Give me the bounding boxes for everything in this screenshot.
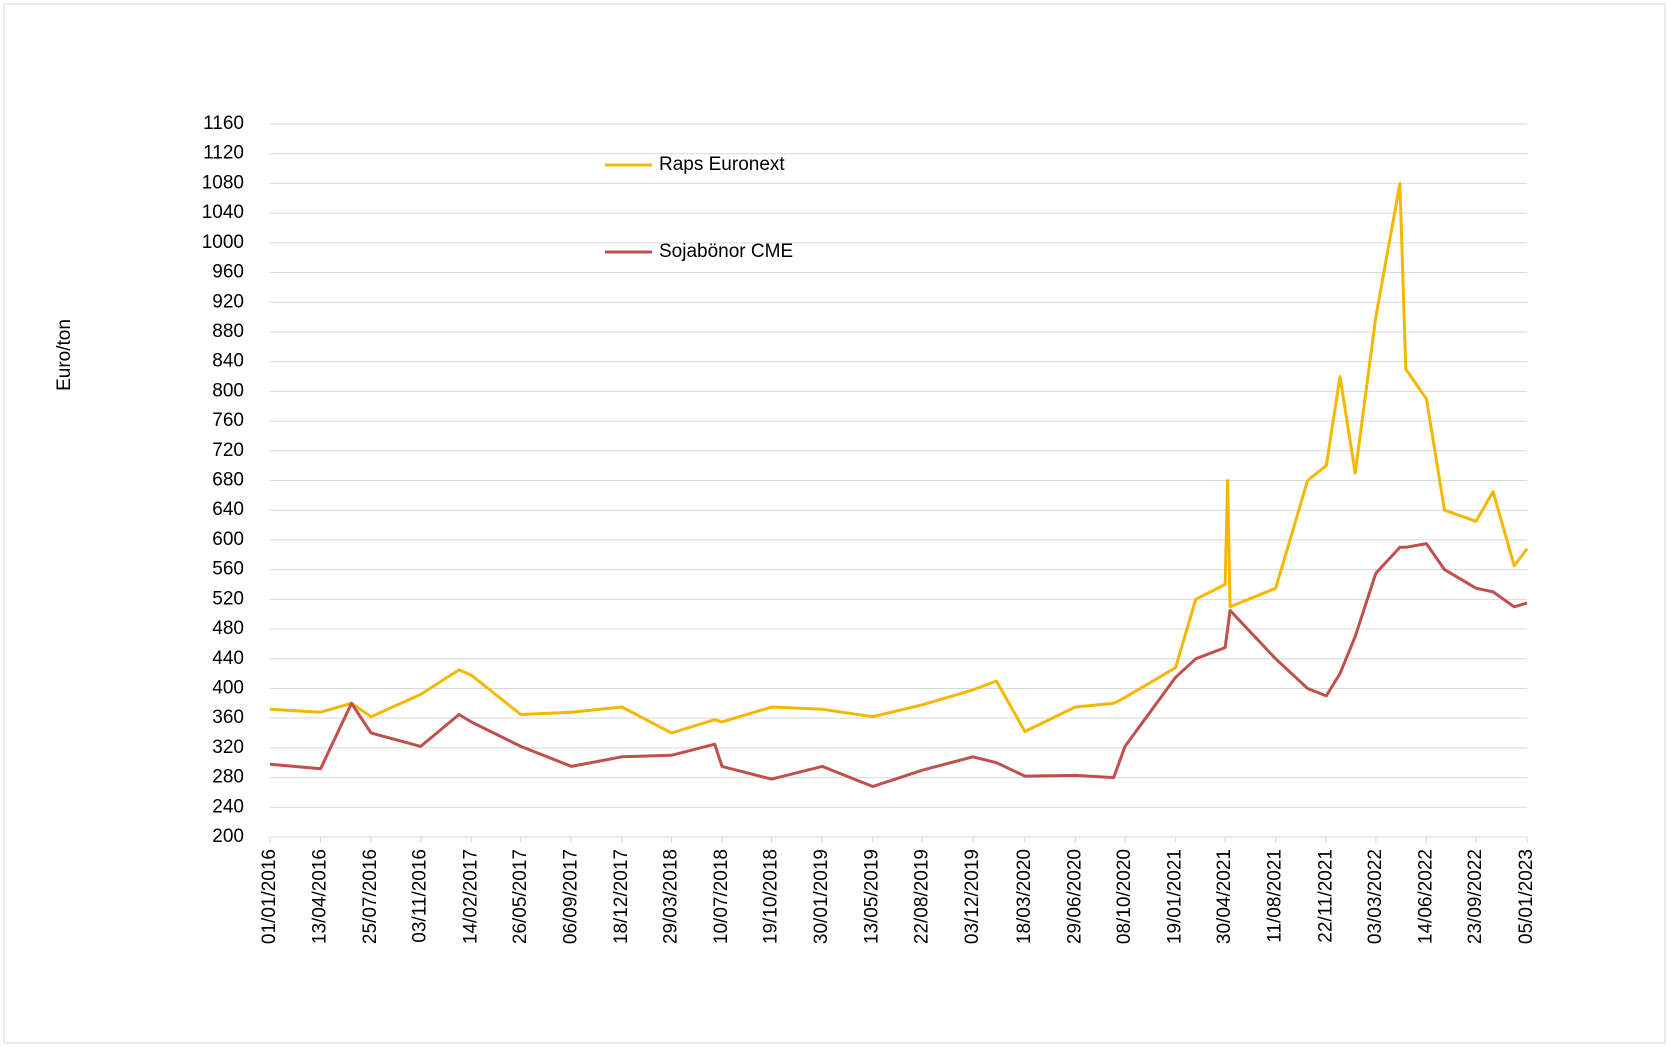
x-tick-label: 10/07/2018	[711, 849, 732, 944]
y-tick-label: 1000	[202, 232, 244, 253]
x-tick-label: 03/03/2022	[1365, 849, 1386, 944]
y-tick-label: 1040	[202, 202, 244, 223]
x-tick-label: 18/03/2020	[1014, 849, 1035, 944]
series-line	[269, 542, 1528, 788]
x-tick-label: 19/10/2018	[761, 849, 782, 944]
chart-frame	[3, 3, 1666, 1044]
y-tick-label: 440	[212, 648, 244, 669]
x-tick-label: 11/08/2021	[1265, 849, 1286, 943]
x-tick-label: 01/01/2016	[259, 849, 280, 944]
x-tick-label: 19/01/2021	[1165, 849, 1186, 944]
x-tick-label: 14/02/2017	[460, 849, 481, 944]
x-tick-label: 23/09/2022	[1465, 849, 1486, 944]
x-tick-label: 26/05/2017	[510, 849, 531, 944]
x-tick-label: 13/05/2019	[862, 849, 883, 944]
y-tick-label: 880	[212, 321, 244, 342]
x-tick-label: 06/09/2017	[560, 849, 581, 944]
y-tick-label: 520	[212, 588, 244, 609]
legend-label: Raps Euronext	[659, 154, 785, 175]
y-tick-label: 200	[212, 826, 244, 847]
x-tick-label: 29/06/2020	[1064, 849, 1085, 944]
y-tick-label: 280	[212, 767, 244, 788]
x-tick-label: 03/12/2019	[962, 849, 983, 944]
y-tick-label: 920	[212, 291, 244, 312]
y-tick-label: 560	[212, 559, 244, 580]
y-tick-label: 400	[212, 677, 244, 698]
y-tick-label: 840	[212, 351, 244, 372]
x-tick-label: 14/06/2022	[1415, 849, 1436, 944]
y-tick-label: 800	[212, 380, 244, 401]
legend-label: Sojabönor CME	[659, 241, 793, 262]
x-tick-label: 13/04/2016	[310, 849, 331, 944]
y-tick-label: 360	[212, 707, 244, 728]
y-tick-label: 640	[212, 499, 244, 520]
x-tick-label: 25/07/2016	[360, 849, 381, 944]
x-tick-label: 05/01/2023	[1516, 849, 1537, 944]
y-tick-label: 240	[212, 796, 244, 817]
x-tick-label: 08/10/2020	[1114, 849, 1135, 944]
y-tick-label: 760	[212, 410, 244, 431]
x-tick-label: 03/11/2016	[410, 849, 431, 943]
y-tick-label: 960	[212, 262, 244, 283]
x-tick-label: 29/03/2018	[661, 849, 682, 944]
x-tick-label: 30/04/2021	[1214, 849, 1235, 944]
y-tick-label: 1120	[203, 143, 244, 164]
y-tick-label: 600	[212, 529, 244, 550]
series-line	[269, 181, 1529, 735]
x-tick-label: 22/11/2021	[1315, 849, 1336, 943]
y-tick-label: 680	[212, 470, 244, 491]
y-axis-label: Euro/ton	[54, 319, 75, 391]
x-tick-label: 18/12/2017	[611, 849, 632, 944]
y-tick-label: 1080	[202, 172, 244, 193]
x-tick-label: 22/08/2019	[911, 849, 932, 944]
y-tick-label: 480	[212, 618, 244, 639]
y-tick-label: 720	[212, 440, 244, 461]
y-tick-label: 320	[212, 737, 244, 758]
y-tick-label: 1160	[203, 113, 244, 134]
x-tick-label: 30/01/2019	[811, 849, 832, 944]
